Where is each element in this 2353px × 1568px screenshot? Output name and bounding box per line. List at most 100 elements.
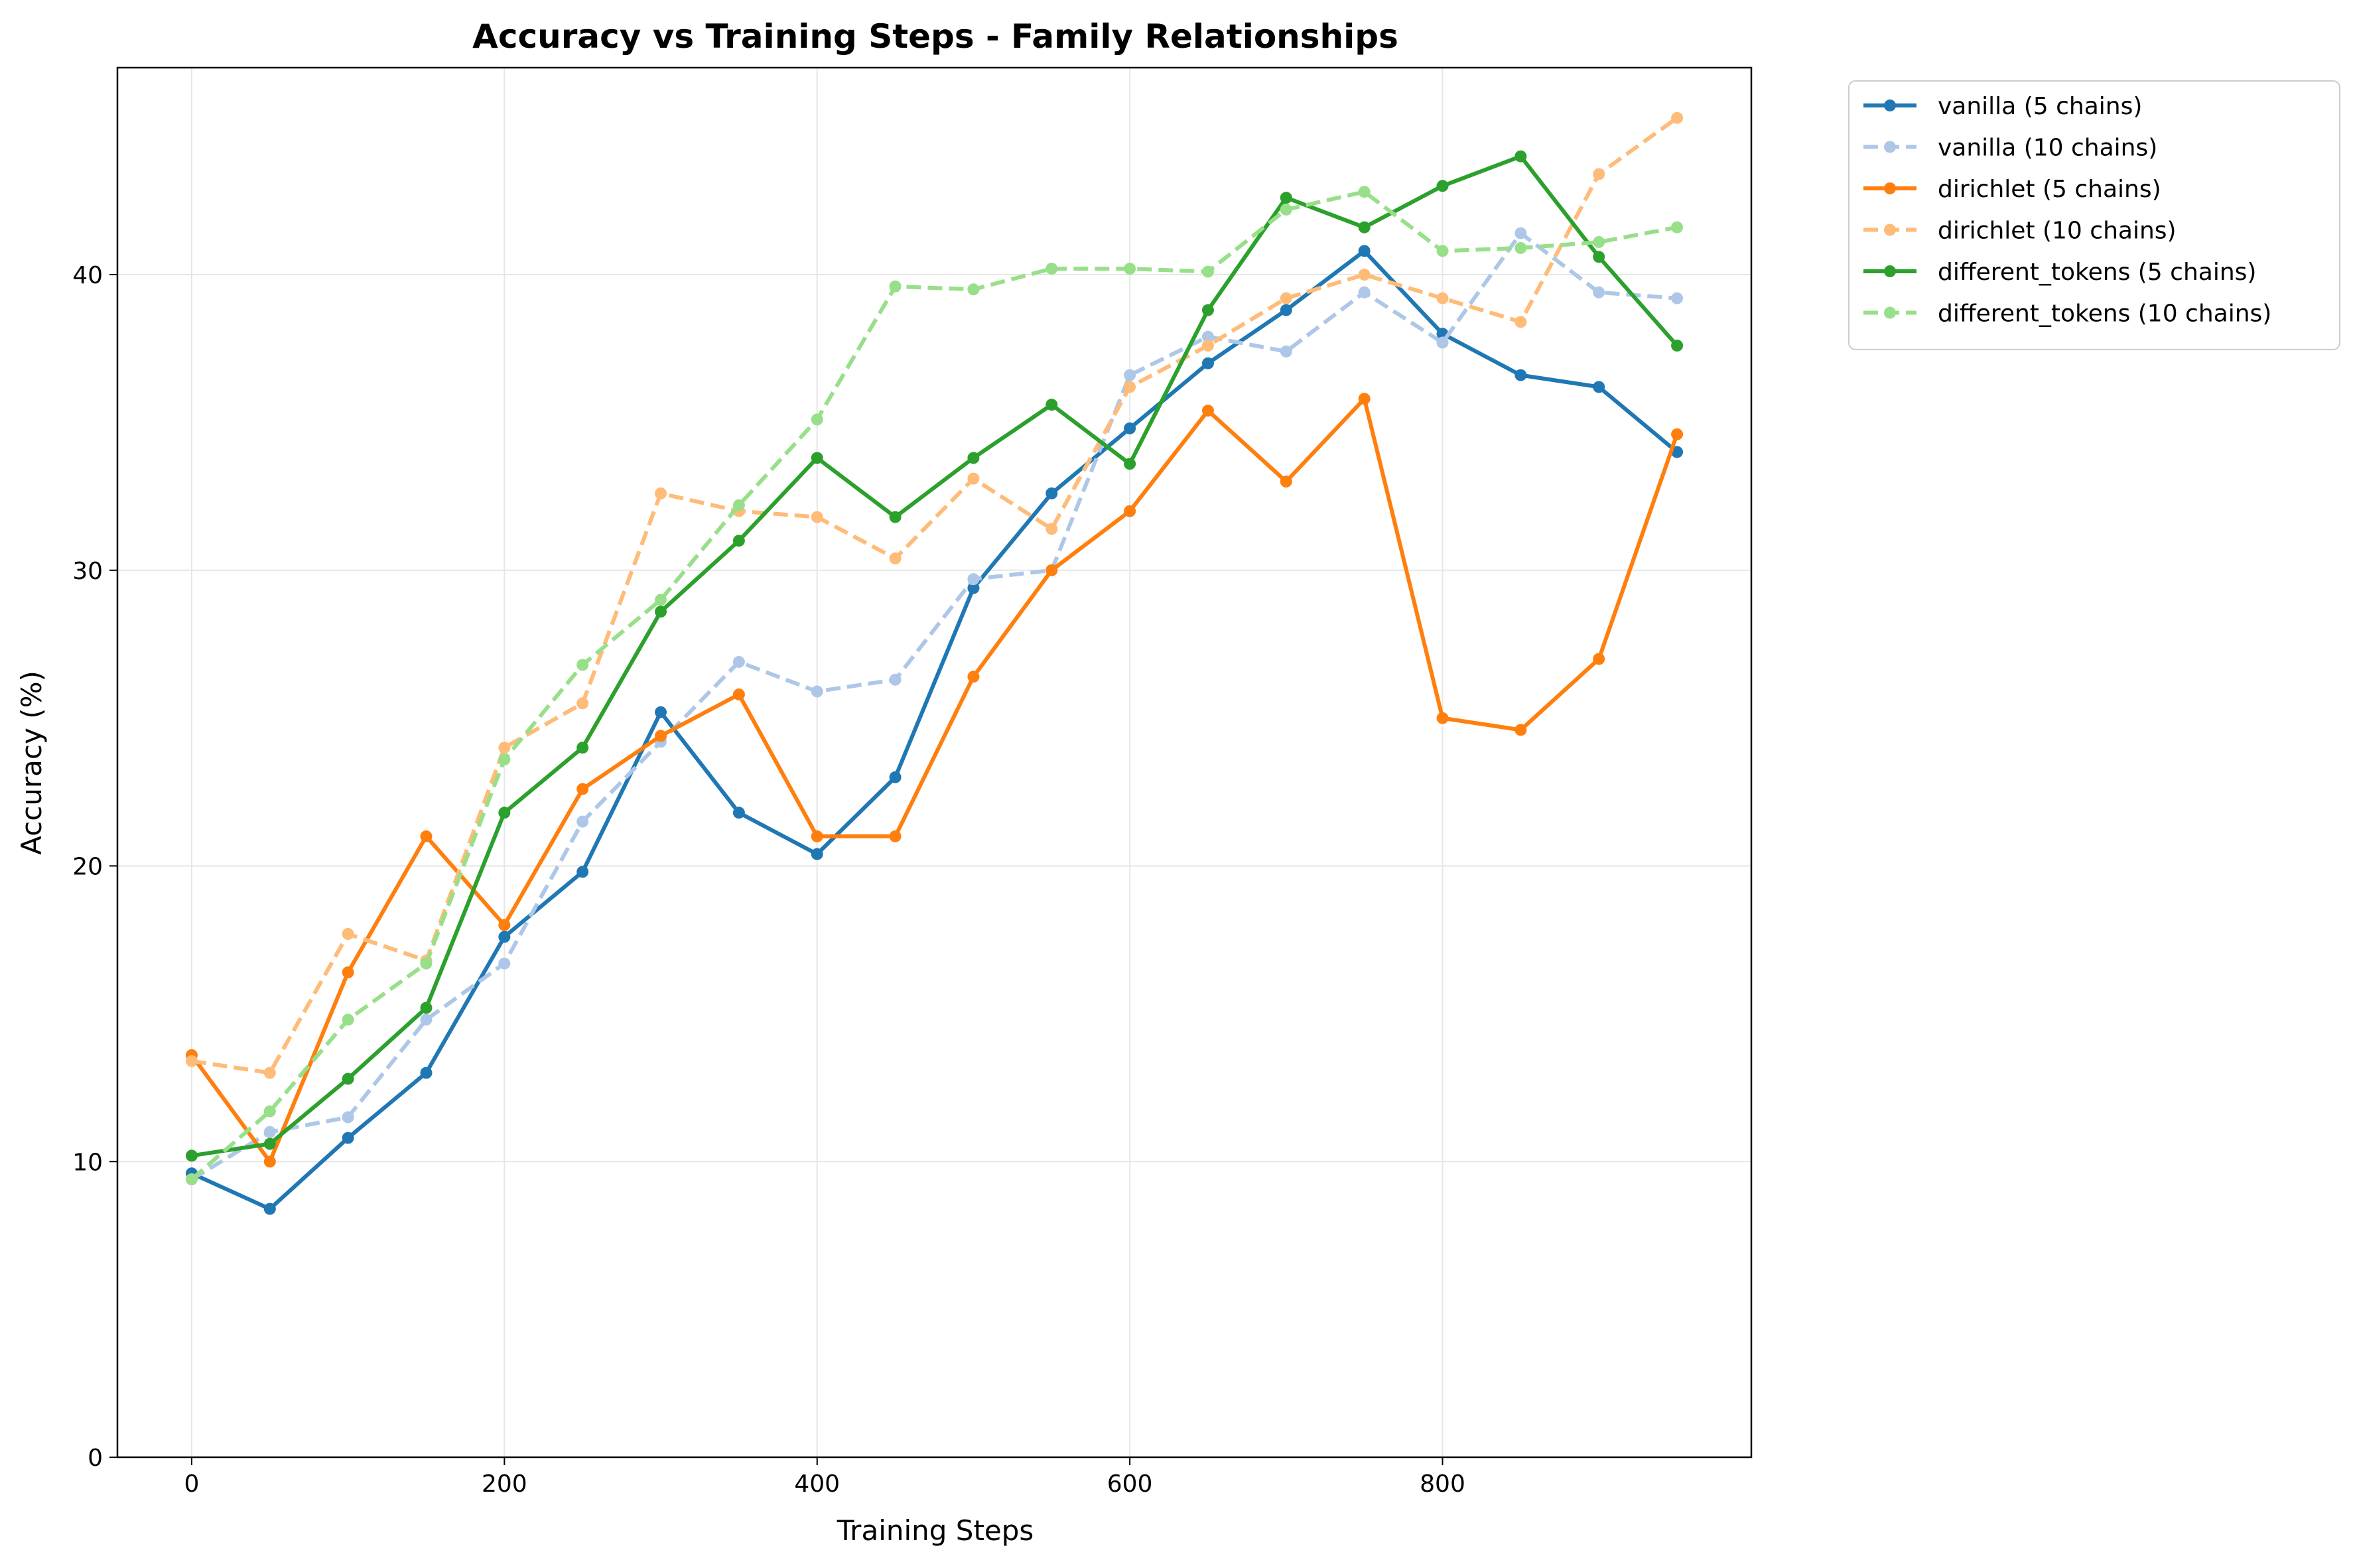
- data-point: [1280, 292, 1292, 304]
- data-point: [1124, 505, 1136, 517]
- data-point: [576, 815, 589, 828]
- data-point: [889, 771, 902, 783]
- y-tick-label: 20: [72, 854, 103, 881]
- data-point: [1514, 316, 1527, 328]
- series-line: [190, 249, 1678, 1211]
- series-line: [190, 397, 1679, 1164]
- data-point: [342, 928, 354, 941]
- data-point: [732, 499, 745, 511]
- data-point: [655, 594, 667, 606]
- plot-area-frame: [116, 66, 1753, 1459]
- data-point: [655, 706, 667, 718]
- legend-swatch-marker: [1884, 182, 1896, 194]
- data-point: [1201, 340, 1214, 352]
- legend-swatch-marker: [1884, 99, 1896, 111]
- data-point: [1201, 304, 1214, 316]
- data-point: [1280, 192, 1292, 204]
- data-point: [1124, 458, 1136, 470]
- data-point: [1671, 446, 1684, 458]
- legend-swatch-marker: [1884, 141, 1896, 153]
- legend-label: different_tokens (5 chains): [1938, 259, 2256, 286]
- data-point: [1514, 241, 1527, 254]
- x-tick-label: 0: [184, 1470, 200, 1498]
- data-point: [498, 753, 511, 766]
- data-point: [1280, 203, 1292, 216]
- data-point: [342, 966, 354, 978]
- data-point: [1514, 227, 1527, 239]
- data-point: [1124, 422, 1136, 434]
- data-point: [967, 671, 980, 683]
- data-point: [263, 1138, 276, 1150]
- series-line: [191, 116, 1678, 1075]
- data-point: [1280, 345, 1292, 358]
- legend-label: different_tokens (10 chains): [1938, 300, 2271, 328]
- legend-entry: dirichlet (10 chains): [1863, 218, 2177, 245]
- data-point: [967, 573, 980, 586]
- data-point: [1045, 564, 1058, 576]
- legend-entry: dirichlet (5 chains): [1863, 176, 2161, 203]
- x-tick-label: 400: [794, 1470, 840, 1498]
- data-point: [811, 452, 823, 464]
- data-point: [967, 582, 980, 594]
- x-tick-label: 600: [1107, 1470, 1153, 1498]
- legend-frame: [1848, 80, 2340, 350]
- data-point: [732, 655, 745, 668]
- data-point: [1201, 330, 1214, 343]
- data-point: [1280, 304, 1292, 316]
- data-point: [1124, 369, 1136, 381]
- data-point: [1436, 180, 1449, 192]
- legend-entry: different_tokens (10 chains): [1863, 300, 2271, 328]
- data-point: [1201, 405, 1214, 417]
- data-point: [732, 535, 745, 547]
- data-point: [889, 830, 902, 842]
- data-point: [1514, 369, 1527, 381]
- data-point: [1358, 221, 1371, 233]
- data-point: [1124, 381, 1136, 393]
- data-point: [1358, 286, 1371, 298]
- data-point: [1671, 221, 1684, 233]
- series-2: [185, 393, 1684, 1168]
- series-line: [190, 231, 1678, 1181]
- data-point: [1593, 653, 1605, 665]
- data-point: [1045, 523, 1058, 535]
- data-point: [1358, 245, 1371, 257]
- data-point: [185, 1173, 198, 1185]
- y-tick-label: 0: [88, 1445, 103, 1472]
- legend-entry: different_tokens (5 chains): [1863, 259, 2256, 286]
- data-point: [498, 742, 511, 754]
- data-point: [342, 1073, 354, 1085]
- data-point: [1671, 111, 1684, 124]
- data-point: [1593, 251, 1605, 263]
- data-point: [889, 511, 902, 523]
- data-point: [811, 830, 823, 842]
- data-point: [655, 487, 667, 499]
- data-point: [576, 866, 589, 878]
- data-point: [889, 552, 902, 564]
- data-point: [576, 783, 589, 795]
- data-point: [576, 697, 589, 710]
- y-axis-label: Accuracy (%): [15, 671, 48, 855]
- legend-entry: vanilla (5 chains): [1863, 93, 2142, 120]
- legend-entry: vanilla (10 chains): [1863, 135, 2157, 162]
- data-point: [1671, 428, 1684, 440]
- data-point: [420, 957, 433, 970]
- data-point: [967, 283, 980, 296]
- legend-label: vanilla (5 chains): [1938, 93, 2142, 120]
- data-point: [1514, 724, 1527, 736]
- series-5: [185, 186, 1684, 1185]
- data-point: [263, 1155, 276, 1168]
- data-point: [889, 280, 902, 293]
- data-point: [1514, 150, 1527, 163]
- data-point: [655, 606, 667, 618]
- data-point: [732, 688, 745, 700]
- x-axis-label: Training Steps: [837, 1514, 1034, 1547]
- data-point: [967, 472, 980, 485]
- data-point: [342, 1013, 354, 1026]
- data-point: [811, 848, 823, 860]
- data-point: [263, 1067, 276, 1079]
- data-point: [263, 1105, 276, 1118]
- x-tick-label: 200: [482, 1470, 527, 1498]
- data-point: [498, 807, 511, 819]
- data-point: [498, 919, 511, 931]
- data-point: [967, 452, 980, 464]
